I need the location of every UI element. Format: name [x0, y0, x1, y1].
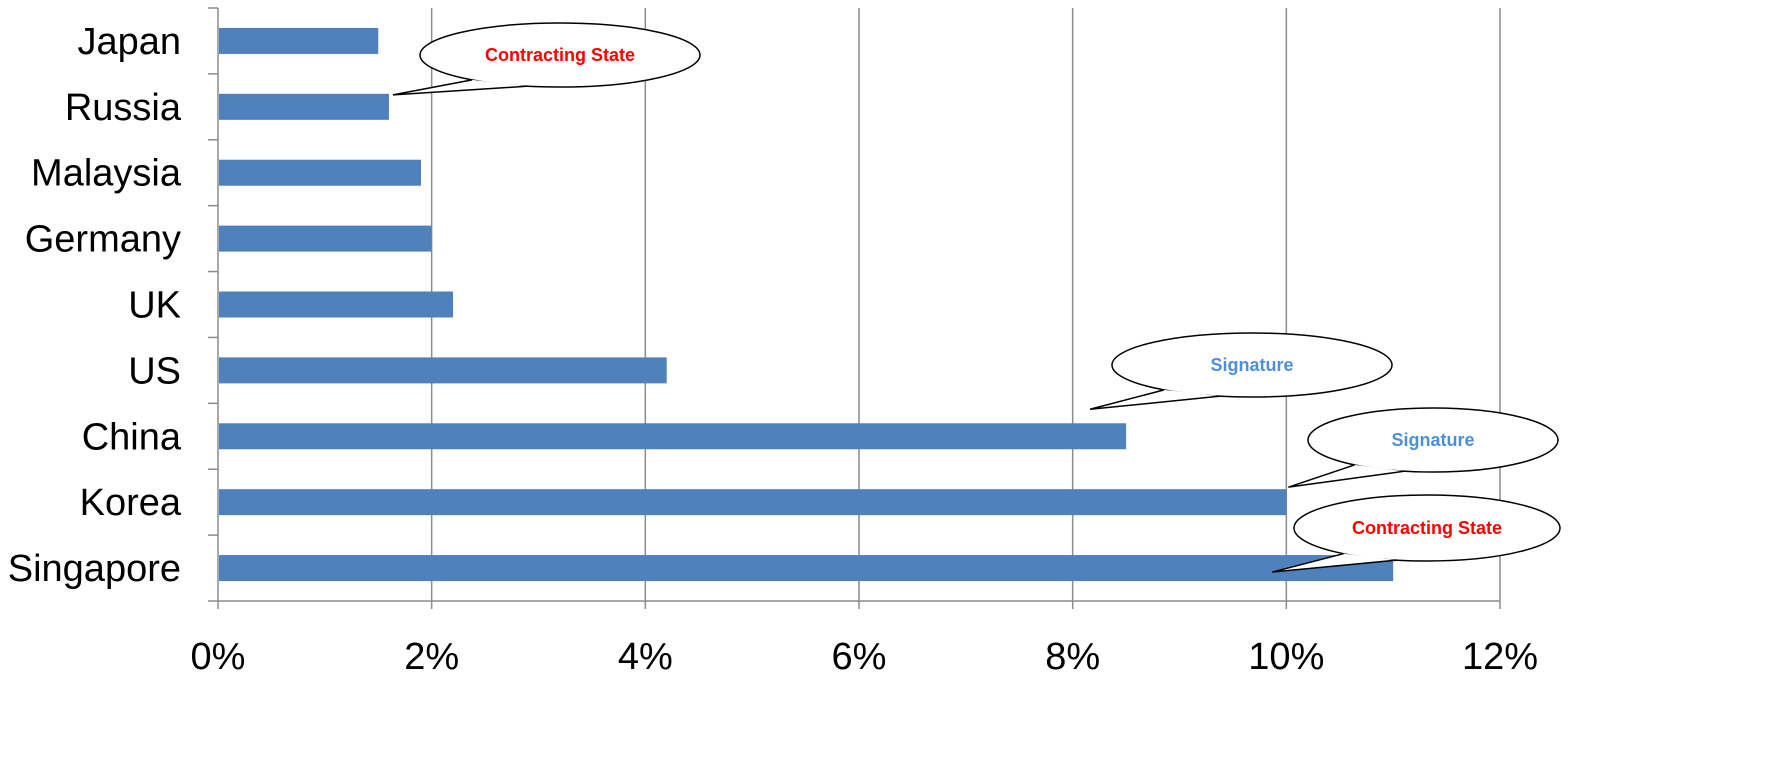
callout-tail	[392, 79, 529, 95]
bar-russia	[219, 93, 389, 120]
callout: Contracting State	[1272, 494, 1561, 573]
bar-korea	[219, 489, 1287, 516]
callout: Signature	[1089, 332, 1393, 411]
category-label: US	[128, 350, 181, 392]
callout-tail	[1272, 553, 1397, 573]
category-label: Malaysia	[31, 153, 182, 195]
callout: Signature	[1288, 407, 1559, 488]
callout-tail-outline	[1288, 464, 1405, 488]
x-tick-labels: 0% 2% 4% 6% 8% 10% 12%	[191, 636, 1538, 678]
annotations: Contracting State Signature Signature Contr…	[392, 22, 1561, 573]
callout-bubble	[1111, 332, 1393, 398]
callout-text: Contracting State	[485, 45, 635, 65]
x-tick-label: 2%	[404, 636, 459, 678]
x-tick-label: 10%	[1248, 636, 1324, 678]
callout-bubble	[1307, 407, 1559, 473]
bar-singapore	[219, 555, 1394, 582]
bar-germany	[219, 225, 432, 252]
x-tick-label: 6%	[832, 636, 887, 678]
callout-bubble	[419, 22, 701, 88]
x-tick-label: 0%	[191, 636, 246, 678]
callout-text: Signature	[1210, 355, 1293, 375]
callout-tail-outline	[1272, 552, 1397, 573]
callout-tail	[1288, 464, 1405, 488]
category-label: Japan	[77, 21, 181, 63]
bar-japan	[219, 27, 379, 54]
category-label: Russia	[65, 87, 182, 129]
callout-tail-outline	[392, 79, 529, 96]
bar-malaysia	[219, 159, 421, 186]
bar-us	[219, 357, 667, 384]
callout-tail-outline	[1089, 389, 1221, 411]
category-labels: Japan Russia Malaysia Germany UK US China Korea…	[8, 21, 182, 590]
x-tick-label: 8%	[1045, 636, 1100, 678]
category-label: Singapore	[8, 548, 181, 590]
callout-text: Contracting State	[1352, 518, 1502, 538]
x-tick-label: 4%	[618, 636, 673, 678]
callout-bubble	[1293, 494, 1561, 562]
category-label: UK	[128, 285, 181, 327]
bar-china	[219, 423, 1127, 450]
category-label: Korea	[80, 482, 182, 524]
bar-uk	[219, 291, 454, 318]
callout: Contracting State	[392, 22, 701, 96]
axes	[208, 7, 1501, 609]
callout-tail	[1090, 389, 1221, 410]
bars	[219, 27, 1394, 582]
category-label: China	[82, 416, 182, 458]
callout-text: Signature	[1391, 430, 1474, 450]
x-tick-label: 12%	[1462, 636, 1538, 678]
category-label: Germany	[25, 219, 181, 261]
